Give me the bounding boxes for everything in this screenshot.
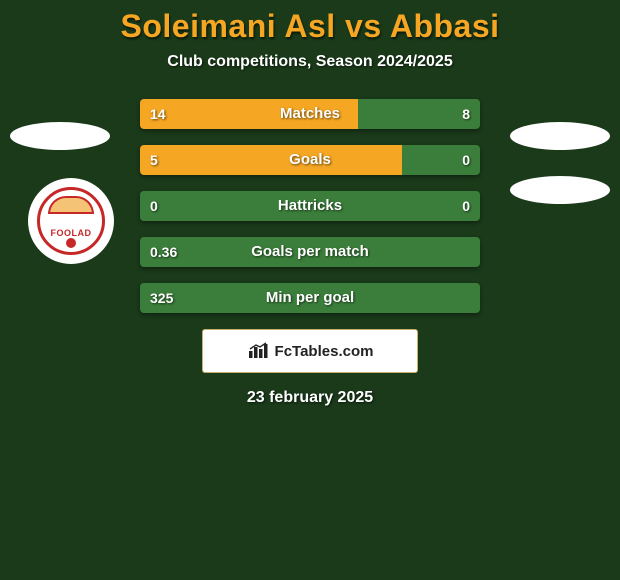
bar-value-left: 14: [150, 99, 166, 129]
chart-icon: [247, 342, 269, 360]
bar-row: Hattricks0 0: [140, 191, 480, 221]
club-badge-label: FOOLAD: [40, 228, 102, 238]
brand-label: FcTables.com: [275, 343, 374, 360]
brand-badge[interactable]: FcTables.com: [202, 329, 418, 373]
club-badge-inner: FOOLAD: [37, 187, 105, 255]
bar-label: Hattricks: [140, 191, 480, 221]
bar-row: Goals per match0.36: [140, 237, 480, 267]
club-badge: FOOLAD: [28, 178, 114, 264]
bar-row: Matches14 8: [140, 99, 480, 129]
bar-value-left: 0.36: [150, 237, 177, 267]
club-badge-ball: [66, 238, 76, 248]
bar-value-left: 325: [150, 283, 173, 313]
player-right-placeholder-1: [510, 122, 610, 150]
bar-value-right: 0: [462, 145, 470, 175]
subtitle: Club competitions, Season 2024/2025: [0, 53, 620, 71]
comparison-bars: Matches148Goals50Hattricks00Goals per ma…: [140, 99, 480, 313]
date-label: 23 february 2025: [0, 389, 620, 407]
bar-row: Min per goal325: [140, 283, 480, 313]
bar-value-right: 8: [462, 99, 470, 129]
player-left-placeholder: [10, 122, 110, 150]
player-right-placeholder-2: [510, 176, 610, 204]
bar-label: Goals per match: [140, 237, 480, 267]
bar-label: Min per goal: [140, 283, 480, 313]
club-badge-arch: [48, 196, 94, 214]
bar-value-left: 5: [150, 145, 158, 175]
bar-value-left: 0: [150, 191, 158, 221]
bar-label: Goals: [140, 145, 480, 175]
page-title: Soleimani Asl vs Abbasi: [0, 8, 620, 45]
bar-value-right: 0: [462, 191, 470, 221]
bar-label: Matches: [140, 99, 480, 129]
bar-row: Goals5 0: [140, 145, 480, 175]
